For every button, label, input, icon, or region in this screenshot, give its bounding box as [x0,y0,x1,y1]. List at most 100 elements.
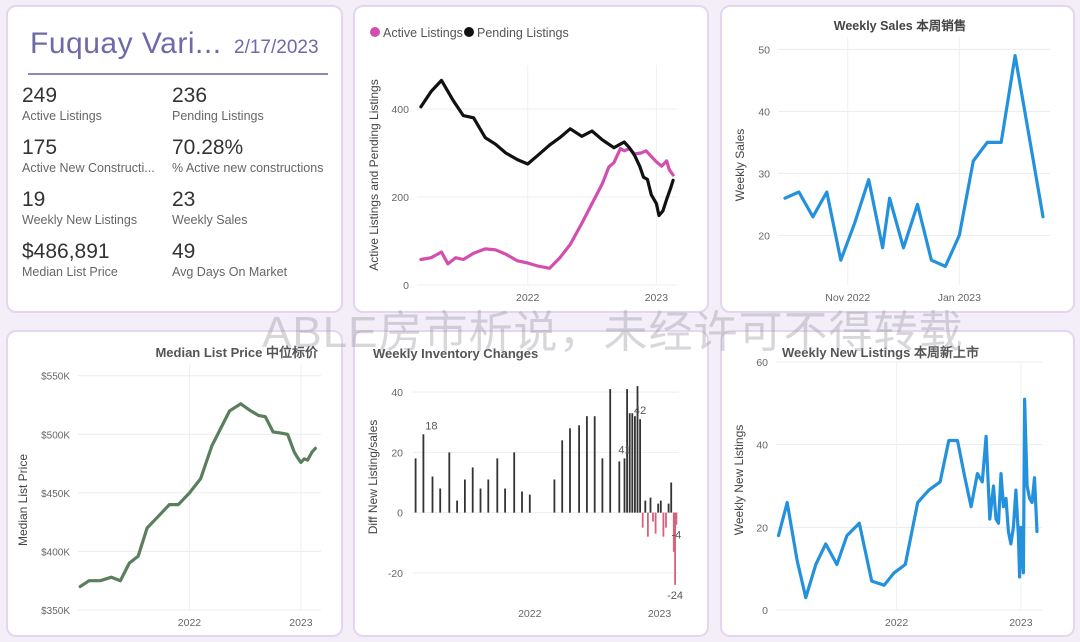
bar [609,389,612,513]
plot-area: 0 20 40 60 2022 2023 [756,357,1042,629]
bar [675,512,678,525]
kpi-median-list-price: $486,891 Median List Price [22,240,118,280]
legend-active-listings: Active Listings [383,26,463,40]
y-tick-label: 200 [391,192,409,204]
x-tick-label: 2023 [648,608,672,620]
bar [639,419,641,513]
kpi-header: Fuquay Vari... 2/17/2023 [28,25,328,75]
kpi-label: % Active new constructions [172,161,324,175]
inventory-changes-chart: Weekly Inventory Changes Diff New Listin… [366,346,683,620]
legend-pending-listings: Pending Listings [477,26,569,40]
bar [479,488,482,513]
kpi-label: Weekly Sales [172,213,248,227]
kpi-value: $486,891 [22,240,110,263]
x-tick-label: 2023 [289,617,313,629]
x-tick-label: Nov 2022 [825,292,870,304]
kpi-value: 236 [172,84,208,107]
plot-area: 20 30 40 50 Nov 2022 Jan 2023 [758,37,1050,304]
report-date: 2/17/2023 [234,37,319,58]
y-tick-label: 40 [756,440,768,452]
bar [601,458,604,513]
y-tick-label: $500K [41,430,70,441]
plot-area: $350K $400K $450K $500K $550K 2022 2023 [41,364,321,629]
y-tick-label: 60 [756,357,768,369]
bar [439,488,442,513]
bar [636,386,639,513]
listings-chart: Active Listings Pending Listings Active … [367,26,677,304]
bar [487,479,490,513]
data-label: -4 [672,530,682,542]
bar [553,479,556,513]
y-axis-title: Diff New Listing/sales [366,420,380,535]
y-tick-label: $350K [41,606,70,617]
y-tick-label: $450K [41,489,70,500]
y-tick-label: 40 [391,387,403,399]
kpi-value: 23 [172,188,196,211]
legend-marker-active [370,27,380,37]
series-line-pending-listings [419,78,675,218]
chart-title: Weekly Sales 本周销售 [834,18,966,33]
x-tick-label: 2022 [516,292,540,304]
bar [644,500,647,513]
kpi-active-new-construction: 175 Active New Constructi... [22,136,155,176]
bar [513,452,516,513]
x-tick-label: 2022 [885,617,909,629]
data-label: 18 [425,420,437,432]
y-axis-title: Active Listings and Pending Listings [367,79,381,270]
series-line-weekly-new-listings [776,397,1039,600]
bar [422,434,425,513]
y-tick-label: 20 [391,447,403,459]
kpi-avg-days-on-market: 49 Avg Days On Market [172,240,287,280]
bar [649,497,652,513]
bar [657,503,660,513]
bar [471,467,474,513]
kpi-label: Active New Constructi... [22,161,155,175]
bar [431,476,434,513]
y-tick-label: 0 [762,605,768,617]
chart-title: Weekly New Listings 本周新上市 [782,345,979,360]
y-tick-label: 0 [403,280,409,292]
y-tick-label: $550K [41,372,70,383]
bar [496,458,499,513]
chart-title: Median List Price 中位标价 [155,345,319,360]
bar [448,452,451,513]
bar [647,512,649,537]
city-title: Fuquay Vari... [30,27,222,60]
kpi-value: 19 [22,188,46,211]
bar [626,389,628,513]
bar [578,425,580,513]
kpi-value: 175 [22,136,58,159]
x-tick-label: 2023 [645,292,669,304]
median-price-chart: Median List Price 中位标价 Median List Price… [16,345,321,629]
kpi-label: Pending Listings [172,109,264,123]
bar [456,500,458,513]
bar [667,503,670,513]
data-label: 41 [618,444,630,456]
x-tick-label: 2023 [1009,617,1033,629]
bar [593,416,596,513]
bar [586,416,588,513]
y-tick-label: 20 [758,230,770,242]
listings-chart-card: Active Listings Pending Listings Active … [353,5,709,313]
new-listings-card: Weekly New Listings 本周新上市 Weekly New Lis… [720,330,1075,637]
median-price-card: Median List Price 中位标价 Median List Price… [6,330,343,637]
weekly-sales-card: Weekly Sales 本周销售 Weekly Sales 20 30 40 50 N… [720,5,1075,313]
kpi-value: 249 [22,84,58,107]
legend-marker-pending [464,27,474,37]
bar [569,428,571,513]
kpi-weekly-new-listings: 19 Weekly New Listings [22,188,137,228]
bar [665,512,667,528]
bar [631,413,634,513]
bar [623,458,626,513]
x-tick-label: 2022 [178,617,202,629]
data-label: 42 [634,405,646,417]
bar [504,488,506,513]
bar [628,413,631,513]
y-axis-title: Weekly New Listings [732,425,746,535]
series-line-active-listings [419,147,675,270]
bar [634,416,636,513]
series-line-median-list-price [78,402,317,589]
bar [618,461,621,513]
bar [414,458,417,513]
kpi-pct-new-construction: 70.28% % Active new constructions [172,136,323,176]
